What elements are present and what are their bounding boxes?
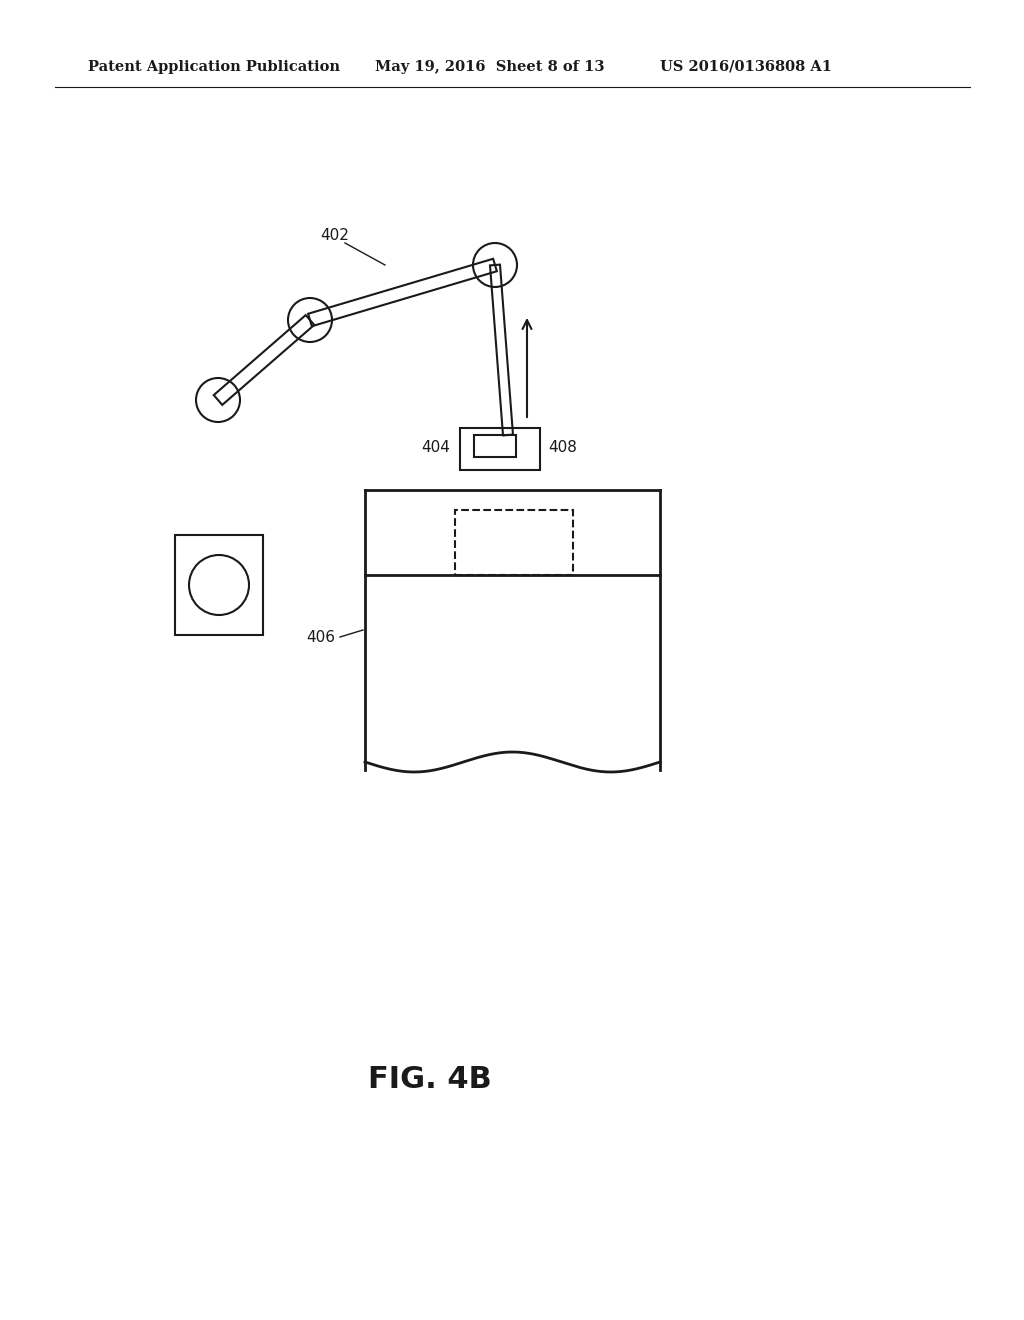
Text: 406: 406 xyxy=(306,630,335,644)
Bar xyxy=(175,535,263,635)
Text: US 2016/0136808 A1: US 2016/0136808 A1 xyxy=(660,59,831,74)
Text: May 19, 2016  Sheet 8 of 13: May 19, 2016 Sheet 8 of 13 xyxy=(375,59,604,74)
Bar xyxy=(455,510,573,576)
Bar xyxy=(474,436,516,457)
Bar xyxy=(460,428,540,470)
Text: FIG. 4B: FIG. 4B xyxy=(368,1065,492,1094)
Text: 408: 408 xyxy=(548,441,577,455)
Text: 402: 402 xyxy=(321,227,349,243)
Text: 404: 404 xyxy=(421,441,450,455)
Text: Patent Application Publication: Patent Application Publication xyxy=(88,59,340,74)
